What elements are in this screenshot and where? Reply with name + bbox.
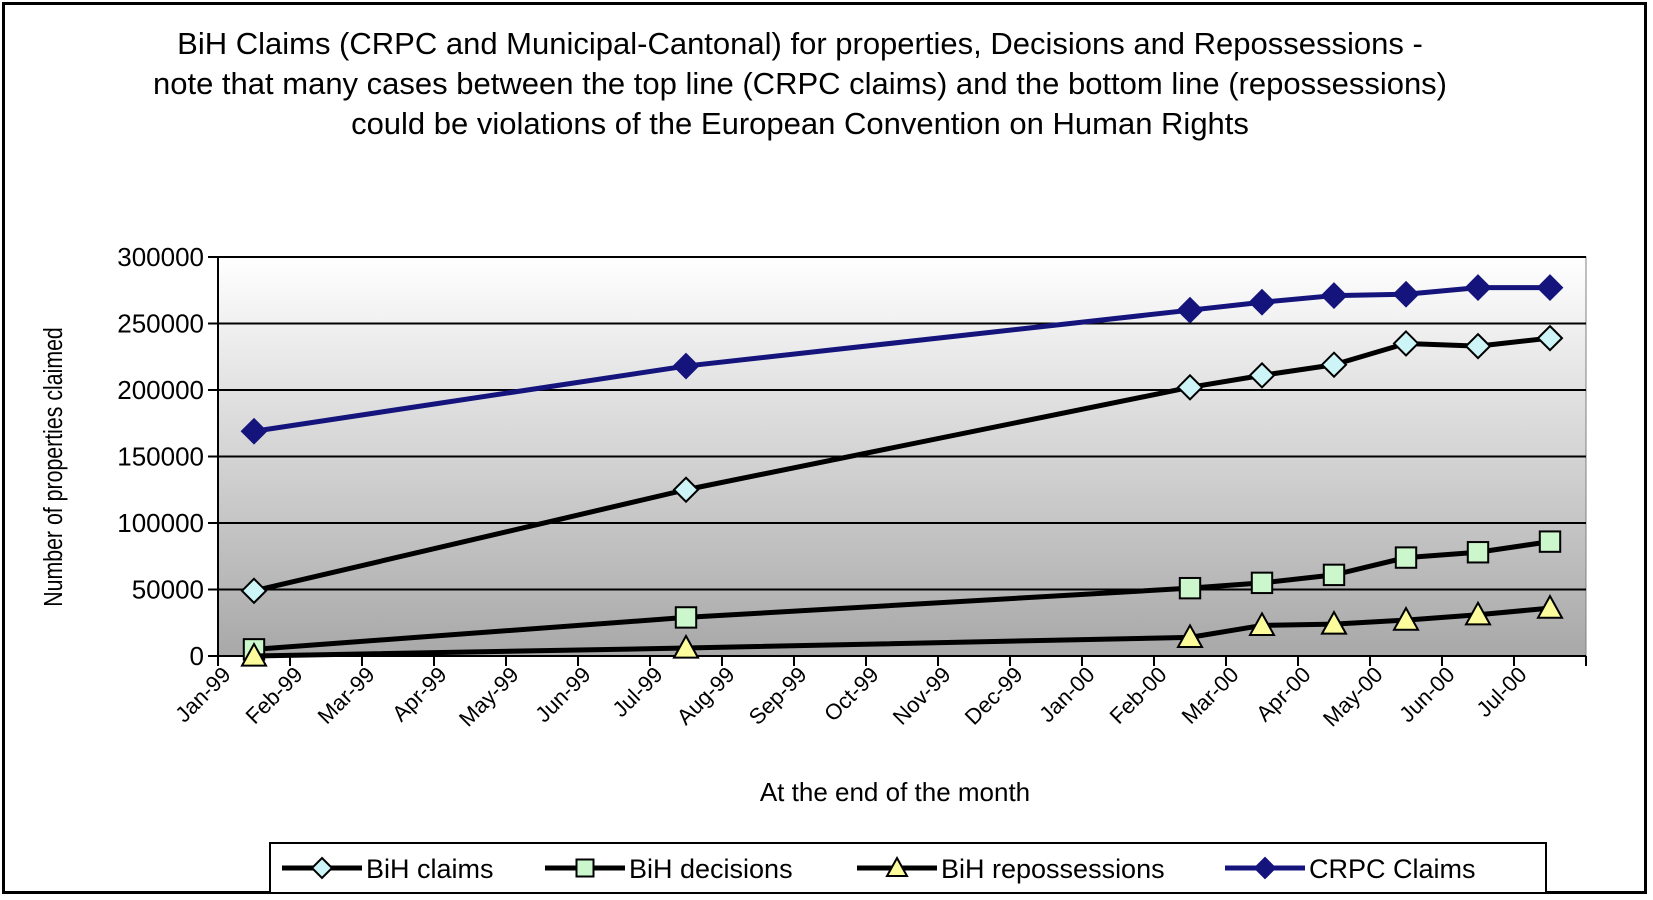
series-group xyxy=(240,274,1564,667)
y-axis-label: Number of properties claimed xyxy=(39,327,69,607)
x-tick-label: Jul-99 xyxy=(607,662,667,722)
legend-label: BiH repossessions xyxy=(941,854,1165,884)
data-point xyxy=(1538,530,1562,553)
series-bih-repossessions xyxy=(240,594,1564,667)
data-point xyxy=(1176,373,1204,401)
x-tick-label: Aug-99 xyxy=(672,662,740,730)
x-tick-label: Sep-99 xyxy=(744,662,812,730)
series-bih-claims xyxy=(240,324,1564,605)
x-axis-label: At the end of the month xyxy=(760,777,1030,807)
data-point xyxy=(240,417,268,445)
x-tick-label: Dec-99 xyxy=(960,662,1028,730)
data-point xyxy=(672,633,700,659)
y-tick-label: 50000 xyxy=(132,575,204,605)
data-point xyxy=(1394,546,1418,569)
data-point xyxy=(1466,541,1490,564)
legend-item: BiH decisions xyxy=(545,854,793,884)
x-tick-label: Apr-99 xyxy=(387,662,451,726)
data-point xyxy=(1464,600,1492,626)
x-tick-label: May-99 xyxy=(454,662,524,732)
data-point xyxy=(310,856,334,880)
y-tick-label: 0 xyxy=(190,641,204,671)
series-bih-decisions xyxy=(242,530,1562,661)
data-point xyxy=(1176,296,1204,324)
y-tick-label: 300000 xyxy=(117,242,204,272)
data-point xyxy=(1253,856,1277,880)
data-point xyxy=(1536,594,1564,619)
series-crpc-claims xyxy=(240,274,1564,445)
x-tick-label: Feb-99 xyxy=(241,662,308,729)
x-tick-label: May-00 xyxy=(1318,662,1388,732)
y-tick-label: 200000 xyxy=(117,375,204,405)
x-tick-label: Mar-99 xyxy=(313,662,380,729)
data-point xyxy=(1248,611,1276,637)
data-point xyxy=(1392,606,1420,631)
x-tick-label: Jan-00 xyxy=(1034,662,1099,727)
x-tick-label: Jan-99 xyxy=(170,662,235,727)
y-tick-label: 150000 xyxy=(117,442,204,472)
data-point xyxy=(672,476,700,504)
data-point xyxy=(1464,274,1492,302)
data-point xyxy=(1392,280,1420,308)
y-tick-label: 250000 xyxy=(117,309,204,339)
series-line xyxy=(253,605,1551,659)
x-tick-label: Nov-99 xyxy=(888,662,956,730)
legend-item: CRPC Claims xyxy=(1225,854,1476,884)
data-point xyxy=(674,606,698,629)
x-tick-label: Jun-99 xyxy=(530,662,595,727)
legend-item: BiH claims xyxy=(282,854,494,884)
data-point xyxy=(1178,576,1202,600)
legend: BiH claims BiH decisions BiH repossessions… xyxy=(269,842,1547,894)
y-tick-label: 100000 xyxy=(117,508,204,538)
data-point xyxy=(1320,351,1348,379)
data-point xyxy=(240,577,268,605)
legend-label: BiH claims xyxy=(366,854,494,884)
legend-label: CRPC Claims xyxy=(1309,854,1476,884)
data-point xyxy=(1320,610,1348,635)
x-tick-label: Mar-00 xyxy=(1177,662,1244,729)
data-point xyxy=(672,352,700,380)
data-point xyxy=(1176,623,1204,648)
data-point xyxy=(240,641,268,667)
x-tick-label: Apr-00 xyxy=(1251,662,1315,726)
series-line xyxy=(253,539,1551,652)
x-tick-label: Feb-00 xyxy=(1105,662,1172,729)
legend-label: BiH decisions xyxy=(629,854,793,884)
data-point xyxy=(1250,571,1274,595)
y-axis-ticks: 0 50000 100000 150000 200000 250000 300000 xyxy=(117,242,218,671)
x-axis-ticks: Jan-99 Feb-99 Mar-99 Apr-99 May-99 Jun-99 Jul-… xyxy=(170,656,1587,732)
data-point xyxy=(1248,361,1276,389)
data-point xyxy=(885,855,909,877)
gridlines xyxy=(218,256,1586,591)
legend-item: BiH repossessions xyxy=(857,854,1165,884)
data-point xyxy=(1322,563,1346,587)
chart-title: BiH Claims (CRPC and Municipal-Cantonal)… xyxy=(152,26,1448,141)
data-point xyxy=(1464,332,1492,360)
data-point xyxy=(1536,274,1564,302)
x-tick-label: Oct-99 xyxy=(819,662,883,726)
x-tick-label: Jul-00 xyxy=(1471,662,1531,722)
data-point xyxy=(1536,324,1564,352)
data-point xyxy=(1248,288,1276,316)
data-point xyxy=(1392,330,1420,357)
data-point xyxy=(1320,282,1348,309)
data-point xyxy=(575,858,595,878)
x-tick-label: Jun-00 xyxy=(1394,662,1459,727)
